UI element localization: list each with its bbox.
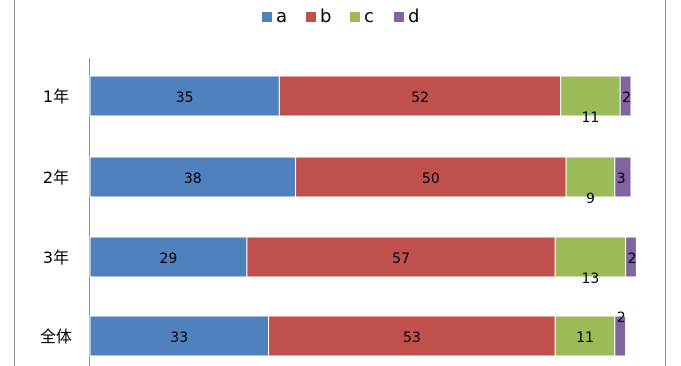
data-label-a: 33 [170, 330, 188, 346]
bar-c [560, 75, 621, 117]
data-label-a: 29 [160, 251, 178, 267]
data-label-c: 9 [586, 191, 595, 207]
bar-a [89, 315, 270, 357]
bar-c [565, 156, 616, 198]
data-label-b: 50 [422, 171, 440, 187]
data-label-d: 2 [617, 310, 626, 326]
legend-swatch-b [306, 12, 316, 22]
bar-d [614, 315, 627, 357]
bar-d [619, 75, 632, 117]
legend-label-d: d [408, 6, 419, 27]
data-label-b: 57 [392, 251, 410, 267]
data-label-a: 35 [176, 90, 194, 106]
data-label-d: 2 [622, 90, 631, 106]
data-label-c: 11 [582, 110, 600, 126]
bar-b [278, 75, 562, 117]
legend-label-a: a [276, 6, 287, 27]
category-label: 3年 [43, 248, 69, 267]
data-label-b: 53 [403, 330, 421, 346]
data-label-b: 52 [411, 90, 429, 106]
bar-d [614, 156, 632, 198]
bar-b [295, 156, 567, 198]
data-label-c: 13 [582, 271, 600, 287]
legend-swatch-a [262, 12, 272, 22]
bar-c [554, 315, 616, 357]
bar-d [625, 236, 637, 278]
category-label: 1年 [43, 87, 69, 106]
bar-a [89, 75, 280, 117]
legend-label-b: b [320, 6, 331, 27]
legend-swatch-c [350, 12, 360, 22]
data-label-d: 3 [617, 171, 626, 187]
legend-swatch-d [394, 12, 404, 22]
category-label: 2年 [43, 168, 69, 187]
bar-b [246, 236, 556, 278]
bar-a [89, 236, 248, 278]
legend-label-c: c [364, 6, 374, 27]
data-label-c: 11 [576, 330, 594, 346]
data-label-d: 2 [628, 251, 637, 267]
category-label: 全体 [40, 327, 72, 346]
bar-a [89, 156, 297, 198]
data-label-a: 38 [184, 171, 202, 187]
